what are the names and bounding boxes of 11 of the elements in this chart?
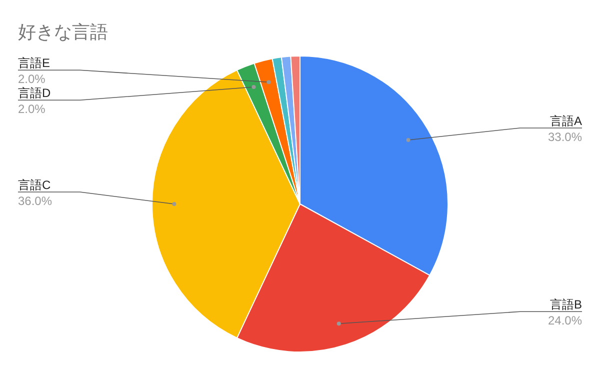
- slice-label: 言語D: [18, 86, 51, 100]
- slice-label: 言語A: [550, 114, 582, 128]
- data-label: 36.0%: [18, 194, 52, 208]
- data-label: 2.0%: [18, 72, 46, 86]
- data-label: 33.0%: [548, 130, 582, 144]
- slice-label: 言語C: [18, 178, 51, 192]
- slice-label: 言語B: [550, 298, 582, 312]
- chart-title: 好きな言語: [18, 22, 108, 42]
- data-label: 2.0%: [18, 102, 46, 116]
- data-label: 24.0%: [548, 314, 582, 328]
- slice-label: 言語E: [18, 56, 50, 70]
